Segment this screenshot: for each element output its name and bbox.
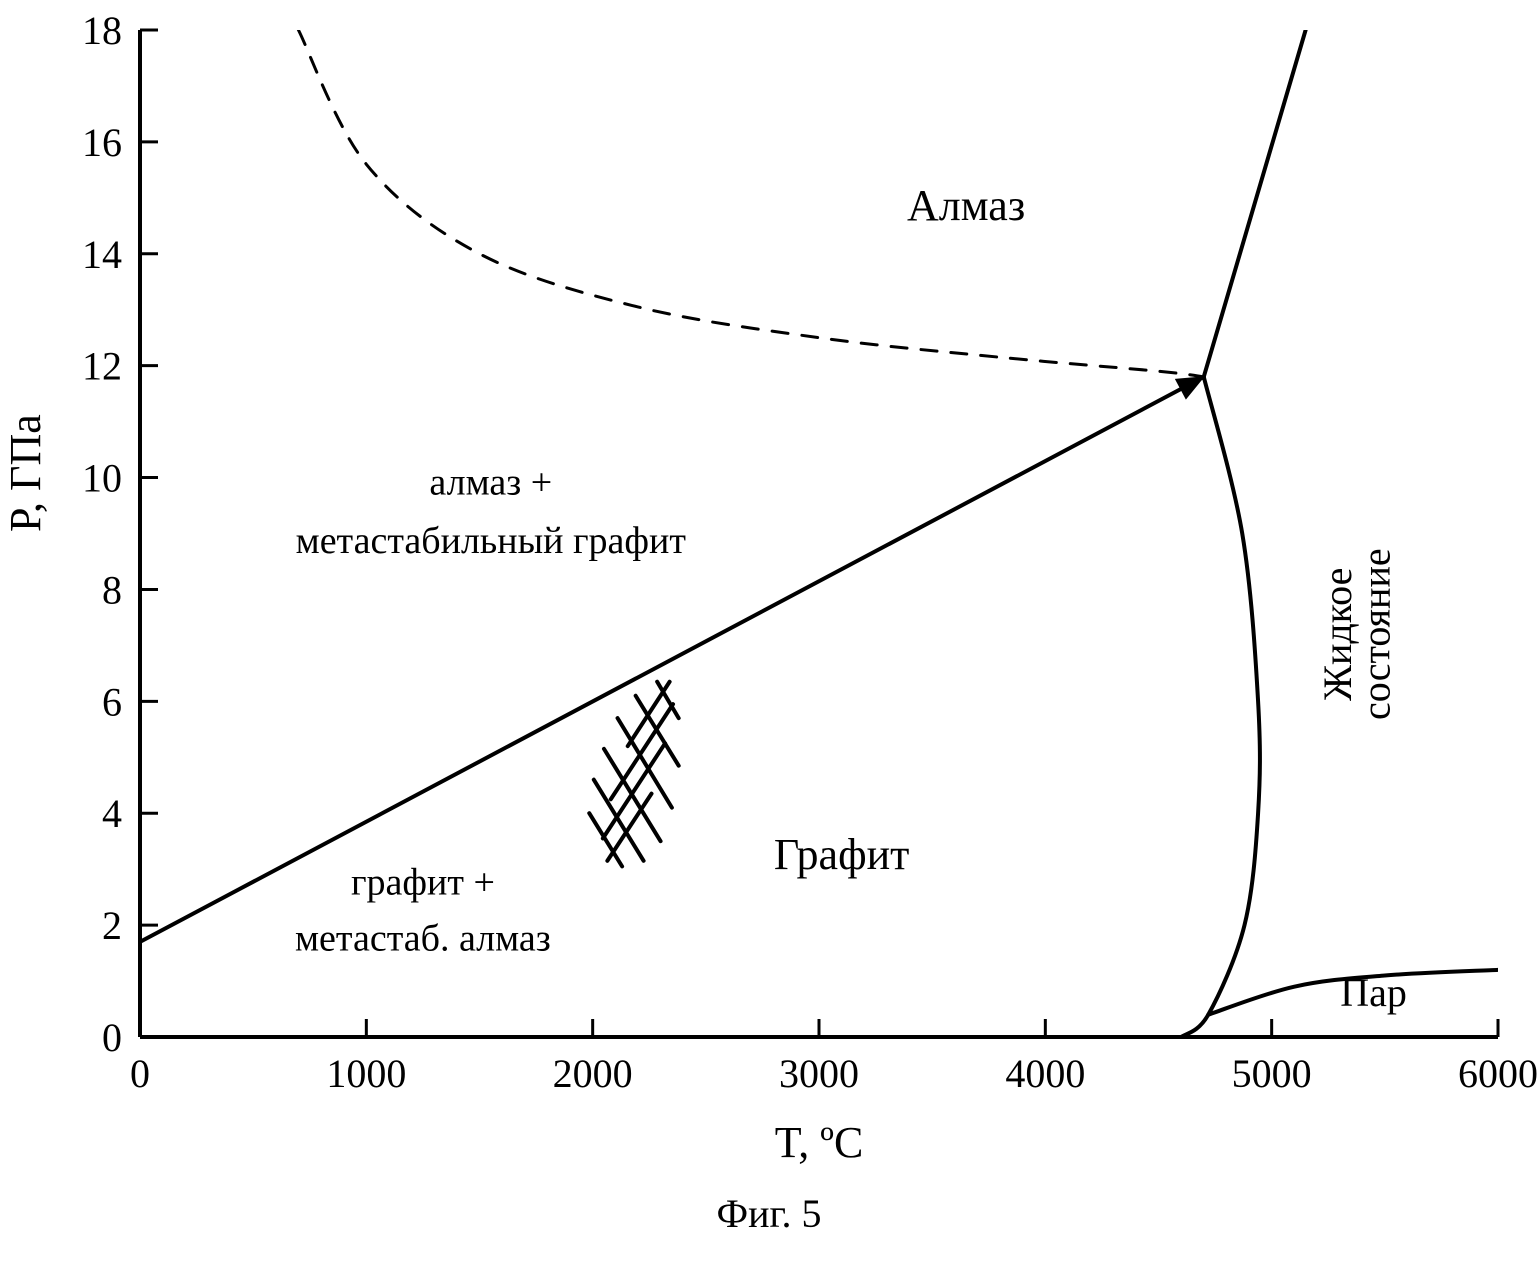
region-label-liquid_l2: состояние (1353, 548, 1398, 720)
x-tick-label: 3000 (779, 1051, 859, 1096)
phase-diagram-figure: 0 1000 2000 3000 4000 5000 6000 0 2 4 6 8 10 12 14 16 18… (0, 0, 1538, 1277)
x-tick-label: 5000 (1232, 1051, 1312, 1096)
region-label-vapor: Пар (1340, 970, 1407, 1015)
x-tick-label: 6000 (1458, 1051, 1538, 1096)
curve-graphite_diamond_line (140, 377, 1204, 942)
x-axis-label: T, ºC (775, 1118, 864, 1167)
hatch-line (618, 718, 672, 808)
y-tick-label: 14 (82, 232, 122, 277)
y-tick-label: 16 (82, 120, 122, 165)
region-label-meta_graphite_2: метастабильный графит (296, 520, 687, 562)
hatch-line (603, 743, 665, 838)
y-tick-label: 4 (102, 791, 122, 836)
curve-triple_to_top (1204, 30, 1306, 377)
region-label-diamond: Алмаз (907, 181, 1025, 230)
y-tick-label: 6 (102, 679, 122, 724)
y-axis-label: Р, ГПа (1, 414, 50, 532)
triple-point-arrow-icon (1176, 377, 1204, 399)
hatch-line (611, 704, 673, 799)
x-tick-label: 1000 (326, 1051, 406, 1096)
y-tick-label: 2 (102, 903, 122, 948)
y-tick-label: 10 (82, 456, 122, 501)
y-tick-label: 12 (82, 344, 122, 389)
hatched-region (589, 682, 678, 867)
phase-diagram-svg: 0 1000 2000 3000 4000 5000 6000 0 2 4 6 8 10 12 14 16 18… (0, 0, 1538, 1277)
y-tick-label: 18 (82, 8, 122, 53)
y-tick-label: 8 (102, 567, 122, 612)
region-label-graphite: Графит (774, 830, 909, 879)
curve-liquid_boundary_triple_down (1181, 377, 1260, 1037)
region-label-meta_diamond_1: графит + (351, 861, 495, 903)
curve-dashed_upper (298, 30, 1203, 377)
x-tick-label: 2000 (553, 1051, 633, 1096)
x-tick-label: 4000 (1005, 1051, 1085, 1096)
y-tick-label: 0 (102, 1015, 122, 1060)
x-tick-label: 0 (130, 1051, 150, 1096)
region-label-meta_graphite_1: алмаз + (429, 461, 552, 503)
region-label-meta_diamond_2: метастаб. алмаз (295, 917, 551, 959)
figure-caption: Фиг. 5 (717, 1191, 822, 1236)
